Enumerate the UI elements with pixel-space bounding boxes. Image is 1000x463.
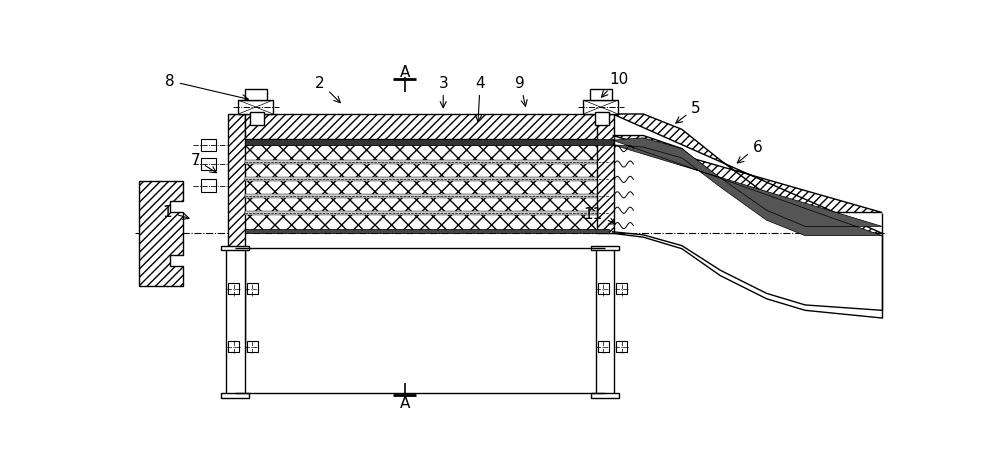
Text: 4: 4 — [475, 76, 485, 122]
Bar — [245, 197, 609, 214]
Bar — [245, 139, 613, 145]
Bar — [226, 249, 245, 397]
Bar — [583, 101, 618, 115]
Bar — [245, 163, 609, 180]
Bar — [245, 90, 267, 101]
Bar — [616, 341, 627, 352]
Bar — [245, 178, 609, 181]
Polygon shape — [613, 115, 882, 234]
Bar — [590, 90, 612, 101]
Bar — [201, 139, 216, 151]
Bar — [238, 101, 273, 115]
Bar — [245, 180, 609, 197]
Text: 7: 7 — [190, 153, 216, 173]
Bar — [228, 284, 239, 294]
Bar — [245, 145, 609, 163]
Bar — [228, 341, 239, 352]
Text: 2: 2 — [315, 76, 340, 103]
Text: A: A — [400, 395, 410, 410]
Bar — [616, 284, 627, 294]
Bar — [245, 195, 609, 199]
Bar — [598, 284, 609, 294]
Bar — [596, 249, 614, 397]
Text: 1: 1 — [163, 205, 189, 220]
Bar — [245, 229, 609, 234]
Polygon shape — [139, 181, 183, 286]
Bar — [597, 115, 614, 234]
Bar — [591, 394, 619, 398]
Text: 5: 5 — [676, 101, 701, 124]
Bar — [221, 394, 249, 398]
Text: 6: 6 — [737, 139, 762, 163]
Bar — [245, 214, 609, 231]
Text: 10: 10 — [601, 72, 628, 98]
Bar — [245, 161, 609, 164]
Bar — [221, 246, 249, 251]
Text: 11: 11 — [584, 206, 615, 225]
Bar — [201, 158, 216, 171]
Text: 8: 8 — [165, 74, 248, 101]
Bar — [250, 113, 264, 125]
Text: 3: 3 — [438, 76, 448, 108]
Bar — [245, 115, 613, 140]
Bar — [247, 284, 258, 294]
Text: 9: 9 — [515, 76, 527, 107]
Text: A: A — [400, 65, 410, 80]
Bar — [591, 246, 619, 251]
Polygon shape — [613, 138, 882, 236]
Bar — [201, 180, 216, 192]
Bar — [228, 115, 245, 353]
Bar — [247, 341, 258, 352]
Bar — [245, 212, 609, 216]
Bar — [595, 113, 609, 125]
Bar — [598, 341, 609, 352]
